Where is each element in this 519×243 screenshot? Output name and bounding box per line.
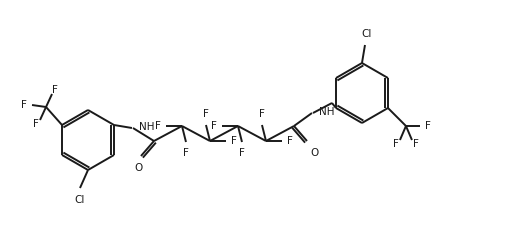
Text: F: F — [231, 136, 237, 146]
Text: NH: NH — [139, 122, 155, 132]
Text: F: F — [393, 139, 399, 149]
Text: Cl: Cl — [362, 29, 372, 39]
Text: F: F — [259, 109, 265, 119]
Text: F: F — [52, 85, 58, 95]
Text: Cl: Cl — [75, 195, 85, 205]
Text: F: F — [21, 100, 27, 110]
Text: F: F — [425, 121, 431, 131]
Text: F: F — [239, 148, 245, 158]
Text: F: F — [287, 136, 293, 146]
Text: F: F — [155, 121, 161, 131]
Text: NH: NH — [319, 107, 334, 117]
Text: F: F — [413, 139, 419, 149]
Text: F: F — [33, 119, 39, 129]
Text: O: O — [310, 148, 318, 158]
Text: F: F — [203, 109, 209, 119]
Text: F: F — [211, 121, 217, 131]
Text: F: F — [183, 148, 189, 158]
Text: O: O — [135, 163, 143, 173]
